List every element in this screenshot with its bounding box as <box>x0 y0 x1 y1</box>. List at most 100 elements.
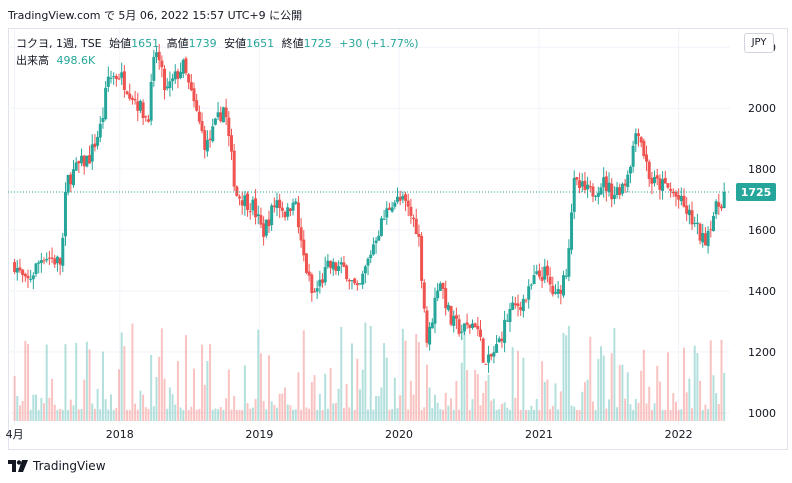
candle-body[interactable] <box>90 144 94 162</box>
candle-body[interactable] <box>711 215 715 232</box>
candle-body[interactable] <box>379 218 383 236</box>
candle-body[interactable] <box>436 290 440 299</box>
candle-body[interactable] <box>433 297 437 324</box>
symbol-label[interactable]: コクヨ, 1週, TSE <box>16 37 102 50</box>
candle-body[interactable] <box>449 306 453 325</box>
candle-body[interactable] <box>141 102 145 119</box>
candle-body[interactable] <box>575 177 579 180</box>
candle-body[interactable] <box>596 192 600 197</box>
candle-body[interactable] <box>594 195 598 197</box>
candle-body[interactable] <box>513 303 517 306</box>
candle-body[interactable] <box>69 174 73 185</box>
candle-body[interactable] <box>229 135 233 152</box>
candle-body[interactable] <box>428 326 432 345</box>
candle-body[interactable] <box>342 262 346 267</box>
candle-body[interactable] <box>302 239 306 256</box>
candle-body[interactable] <box>409 206 413 216</box>
candle-body[interactable] <box>661 179 665 191</box>
candle-body[interactable] <box>37 262 41 264</box>
candle-body[interactable] <box>50 257 54 259</box>
candle-body[interactable] <box>444 288 448 309</box>
candle-body[interactable] <box>267 219 271 227</box>
candle-body[interactable] <box>272 205 276 208</box>
candle-body[interactable] <box>366 258 370 266</box>
candle-body[interactable] <box>404 194 408 201</box>
candle-body[interactable] <box>414 218 418 235</box>
candle-body[interactable] <box>521 298 525 312</box>
candle-body[interactable] <box>655 175 659 179</box>
candle-body[interactable] <box>53 258 57 265</box>
candle-body[interactable] <box>176 71 180 79</box>
candle-body[interactable] <box>184 58 188 74</box>
candle-body[interactable] <box>476 326 480 330</box>
candle-body[interactable] <box>74 162 78 171</box>
footer-brand[interactable]: TradingView <box>8 456 106 476</box>
candle-body[interactable] <box>497 338 501 343</box>
candle-body[interactable] <box>98 123 102 138</box>
candle-body[interactable] <box>671 191 675 194</box>
candle-body[interactable] <box>618 187 622 196</box>
candle-body[interactable] <box>570 212 574 250</box>
candle-body[interactable] <box>71 169 75 186</box>
candle-body[interactable] <box>481 338 485 363</box>
candle-body[interactable] <box>318 279 322 287</box>
candle-body[interactable] <box>524 300 528 302</box>
candle-body[interactable] <box>283 211 287 218</box>
candle-body[interactable] <box>93 143 97 148</box>
candle-body[interactable] <box>454 315 458 319</box>
candle-body[interactable] <box>682 195 686 207</box>
candle-body[interactable] <box>358 283 362 285</box>
candle-body[interactable] <box>82 155 86 167</box>
candle-body[interactable] <box>80 155 84 164</box>
candle-body[interactable] <box>527 286 531 300</box>
candle-body[interactable] <box>685 205 689 214</box>
candle-body[interactable] <box>377 235 381 241</box>
candle-body[interactable] <box>294 201 298 204</box>
candle-body[interactable] <box>195 100 199 111</box>
candle-body[interactable] <box>535 271 539 274</box>
candle-body[interactable] <box>562 275 566 296</box>
candle-body[interactable] <box>484 363 488 365</box>
candle-body[interactable] <box>495 344 499 353</box>
candle-body[interactable] <box>275 200 279 209</box>
candle-body[interactable] <box>719 206 723 209</box>
candle-body[interactable] <box>564 275 568 277</box>
candle-body[interactable] <box>604 176 608 191</box>
candle-body[interactable] <box>612 194 616 200</box>
candle-body[interactable] <box>136 101 140 111</box>
candle-body[interactable] <box>382 218 386 220</box>
candle-body[interactable] <box>452 315 456 326</box>
candle-body[interactable] <box>278 199 282 209</box>
candle-body[interactable] <box>610 183 614 200</box>
candle-body[interactable] <box>160 60 164 68</box>
candle-body[interactable] <box>639 137 643 143</box>
candle-body[interactable] <box>334 262 338 271</box>
candle-body[interactable] <box>537 270 541 277</box>
candle-body[interactable] <box>155 52 159 57</box>
candle-body[interactable] <box>133 99 137 101</box>
candle-body[interactable] <box>171 78 175 82</box>
currency-button[interactable]: JPY <box>744 33 774 53</box>
candle-body[interactable] <box>556 288 560 294</box>
candle-body[interactable] <box>310 274 314 294</box>
candle-body[interactable] <box>189 82 193 90</box>
candle-body[interactable] <box>420 235 424 281</box>
candle-body[interactable] <box>387 207 391 210</box>
candle-body[interactable] <box>653 177 657 184</box>
candle-body[interactable] <box>706 230 710 247</box>
candle-body[interactable] <box>583 180 587 190</box>
candle-body[interactable] <box>144 116 148 118</box>
candle-body[interactable] <box>286 207 290 217</box>
candle-body[interactable] <box>417 233 421 237</box>
candle-body[interactable] <box>406 200 410 207</box>
candle-body[interactable] <box>599 187 603 195</box>
candle-body[interactable] <box>235 186 239 196</box>
candle-body[interactable] <box>296 202 300 228</box>
candle-body[interactable] <box>677 195 681 200</box>
candle-body[interactable] <box>385 208 389 218</box>
candle-body[interactable] <box>264 219 268 236</box>
candle-body[interactable] <box>288 208 292 212</box>
candle-body[interactable] <box>580 181 584 187</box>
candle-body[interactable] <box>545 265 549 276</box>
candle-body[interactable] <box>101 118 105 123</box>
